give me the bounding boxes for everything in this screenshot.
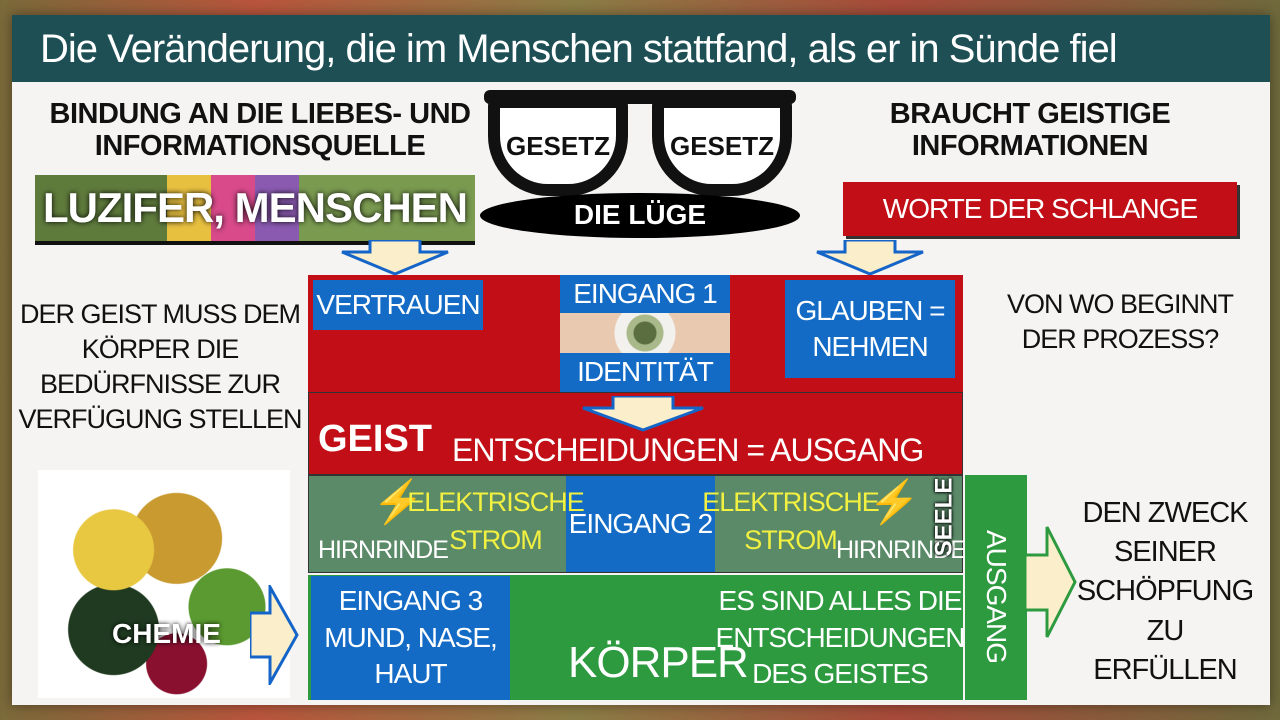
koerper-label: KÖRPER [568,638,749,687]
schlange-box: WORTE DER SCHLANGE [843,182,1237,236]
koerper-text: ES SIND ALLES DIE ENTSCHEIDUNGEN DES GEI… [715,585,966,690]
glasses-icon: GESETZ GESETZ DIE LÜGE [480,88,800,238]
hirnrinde-left: HIRNRINDE [318,536,449,564]
chemie-label: CHEMIE [112,618,221,649]
lens-right: GESETZ [652,96,792,196]
die-luege-label: DIE LÜGE [480,193,800,238]
seele-label: SEELE [930,477,958,557]
down-arrow-icon [816,240,924,276]
eingang1-label: EINGANG 1 [573,277,717,309]
eingang1-box: EINGANG 1 IDENTITÄT [560,275,730,392]
identitaet-label: IDENTITÄT [577,355,714,387]
left-heading: BINDUNG AN DIE LIEBES- UND INFORMATIONSQ… [49,98,471,162]
eye-icon [560,313,730,353]
down-arrow-icon [582,396,704,432]
down-arrow-icon [341,240,449,276]
lightning-icon: ⚡ [372,478,425,525]
luzifer-banner: LUZIFER, MENSCHEN [35,175,475,241]
eingang2-box: EINGANG 2 [566,476,715,572]
right-heading: BRAUCHT GEISTIGE INFORMATIONEN [889,98,1171,162]
ausgang-label: AUSGANG [981,530,1012,664]
geist-text: ENTSCHEIDUNGEN = AUSGANG [452,432,924,468]
strom-right: ELEKTRISCHE STROM [702,486,880,555]
right-arrow-icon [1025,526,1077,638]
lens-left: GESETZ [488,96,628,196]
glauben-box: GLAUBEN = NEHMEN [785,280,955,378]
strom-left: ELEKTRISCHE STROM [407,486,585,555]
hirnrinde-right: HIRNRINDE [836,536,967,564]
zweck-text: DEN ZWECK SEINER SCHÖPFUNG ZU ERFÜLLEN [1076,497,1254,686]
slide-title: Die Veränderung, die im Menschen stattfa… [12,15,1270,82]
lightning-icon: ⚡ [868,478,921,525]
right-question: VON WO BEGINNT DER PROZESS? [1006,288,1234,354]
geist-label: GEIST [318,418,433,460]
eingang3-box: EINGANG 3 MUND, NASE, HAUT [311,576,510,700]
right-arrow-icon [250,585,299,685]
left-text: DER GEIST MUSS DEM KÖRPER DIE BEDÜRFNISS… [18,298,302,435]
vertrauen-box: VERTRAUEN [313,280,483,330]
ausgang-bar [965,475,1027,700]
fruit-image [38,470,290,698]
